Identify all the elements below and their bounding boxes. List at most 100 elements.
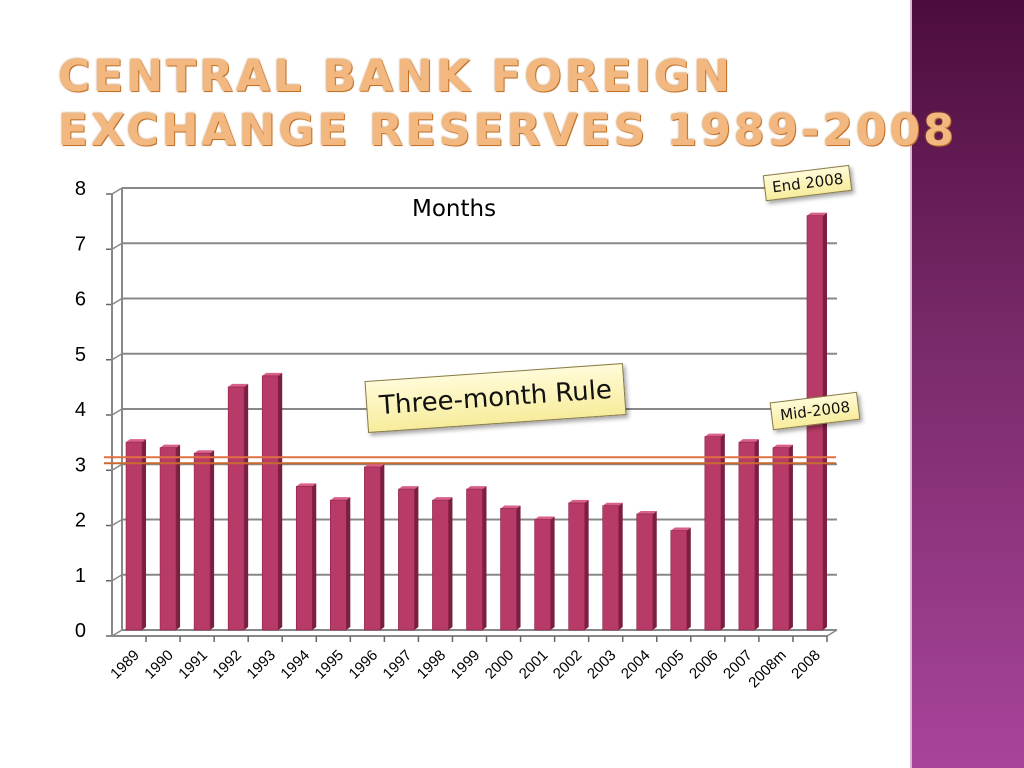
gridline-depth: [111, 187, 123, 195]
bar-side: [618, 502, 623, 630]
bar-side: [448, 497, 453, 630]
bar: [500, 508, 517, 631]
x-tick-label: 1993: [243, 647, 279, 683]
bar: [159, 447, 177, 631]
bar-top: [296, 483, 317, 487]
side-decorative-band: [912, 0, 1024, 768]
y-tick-label: 2: [75, 510, 86, 532]
bar-side: [788, 444, 793, 630]
y-tick-label: 0: [75, 620, 86, 642]
gridline-depth: [111, 574, 123, 582]
y-tick-label: 5: [75, 344, 86, 366]
bar: [193, 452, 211, 631]
bar: [772, 447, 790, 631]
x-tick-label: 2005: [652, 647, 688, 683]
x-tick-label: 2008: [788, 647, 824, 683]
chart-axes: [111, 188, 838, 642]
bar-top: [398, 486, 419, 490]
bar-side: [550, 516, 555, 630]
bar-top: [772, 444, 793, 448]
y-tick-label: 7: [75, 233, 86, 255]
x-tick-label: 1991: [175, 647, 211, 683]
bar-side: [142, 439, 147, 630]
x-tick-label: 1996: [346, 647, 382, 683]
bar-top: [466, 486, 487, 490]
bar: [330, 499, 347, 631]
bar-side: [244, 383, 249, 630]
x-tick-label: 1989: [107, 647, 143, 683]
bar-side: [278, 372, 283, 630]
bar: [295, 486, 313, 631]
bar-top: [364, 464, 385, 468]
title-line-2: Exchange Reserves 1989-2008: [58, 105, 957, 156]
x-tick-label: 1997: [380, 647, 416, 683]
bar-top: [160, 444, 181, 448]
bar-side: [652, 510, 657, 630]
y-tick-label: 6: [75, 289, 86, 311]
bar-top: [194, 450, 215, 454]
bar-top: [636, 510, 657, 514]
bar: [125, 441, 143, 631]
gridline-depth: [111, 297, 123, 306]
title-line-1: Central Bank Foreign: [58, 51, 734, 102]
y-tick-label: 3: [75, 454, 86, 476]
bar-side: [312, 483, 317, 630]
y-axis-unit-label: Months: [412, 196, 497, 222]
slide-title: Central Bank Foreign Exchange Reserves 1…: [58, 50, 957, 158]
x-tick-label: 1994: [277, 647, 313, 683]
bar: [738, 441, 756, 631]
bar-top: [228, 383, 249, 387]
y-tick-label: 4: [75, 399, 86, 421]
bar: [602, 505, 619, 631]
x-tick-label: 1990: [141, 647, 177, 683]
gridline-depth: [111, 408, 123, 416]
x-tick-label: 2002: [550, 647, 586, 683]
bar-top: [738, 439, 759, 443]
bar: [636, 513, 654, 631]
bar-top: [262, 372, 283, 376]
gridline-depth: [111, 353, 123, 361]
x-tick-label: 1998: [414, 647, 450, 683]
bar-side: [346, 497, 351, 630]
bar-top: [704, 433, 725, 437]
bar-side: [482, 486, 487, 630]
bar-side: [584, 499, 589, 630]
bar-top: [670, 527, 691, 531]
x-tick-label: 2003: [584, 647, 620, 683]
bar-side: [754, 439, 759, 630]
chart-bars: [125, 212, 827, 631]
y-tick-label: 8: [75, 178, 86, 200]
side-band-border: [910, 0, 912, 768]
bar-side: [516, 505, 521, 630]
x-tick-label: 1999: [448, 647, 484, 683]
x-tick-labels: 1989199019911992199319941995199619971998…: [107, 647, 824, 691]
x-tick-label: 2006: [686, 647, 722, 683]
bar: [534, 519, 551, 631]
bar-top: [432, 497, 453, 501]
bar-side: [380, 464, 385, 630]
bar-top: [568, 499, 589, 503]
bar-top: [330, 497, 351, 501]
bar-side: [720, 433, 725, 630]
bar-side: [210, 450, 215, 630]
bar: [432, 499, 449, 631]
bar-side: [686, 527, 691, 630]
x-tick-label: 1992: [209, 647, 245, 683]
bar-top: [602, 502, 623, 506]
gridline-depth: [111, 242, 123, 250]
bar: [568, 502, 585, 631]
bar-top: [126, 439, 147, 443]
bar-side: [414, 486, 419, 630]
bar: [227, 386, 245, 631]
bar-top: [806, 212, 827, 216]
bar: [261, 375, 279, 631]
bar: [466, 488, 483, 631]
x-tick-label: 2000: [482, 647, 518, 683]
y-tick-label: 1: [75, 565, 86, 587]
x-tick-label: 1995: [312, 647, 348, 683]
gridline-depth: [111, 518, 123, 527]
bar: [398, 488, 415, 631]
x-tick-label: 2004: [618, 647, 654, 683]
bar-side: [176, 444, 181, 630]
